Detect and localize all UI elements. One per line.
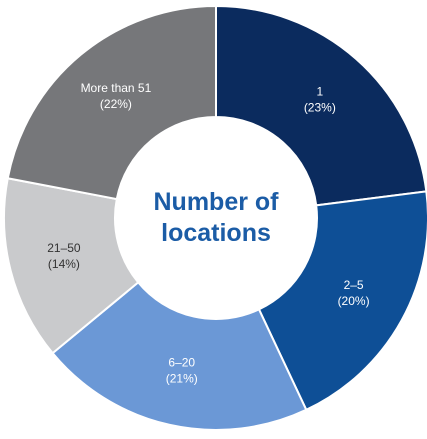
value-label: (20%) (338, 294, 370, 308)
slice-label: More than 51 (81, 81, 152, 95)
slice-label: 2–5 (344, 278, 364, 292)
slice-label: 21–50 (47, 241, 81, 255)
slice (3, 177, 140, 355)
chart-title: Number of locations (153, 188, 279, 247)
value-label: (14%) (48, 257, 80, 271)
slice (257, 190, 427, 412)
value-label: (22%) (100, 97, 132, 111)
value-label: (21%) (166, 371, 198, 385)
slice-label: 1 (316, 84, 323, 98)
slice (6, 4, 217, 201)
slice (215, 4, 427, 207)
slice (51, 280, 308, 431)
value-label: (23%) (304, 100, 336, 114)
slice-label: 6–20 (168, 355, 195, 369)
